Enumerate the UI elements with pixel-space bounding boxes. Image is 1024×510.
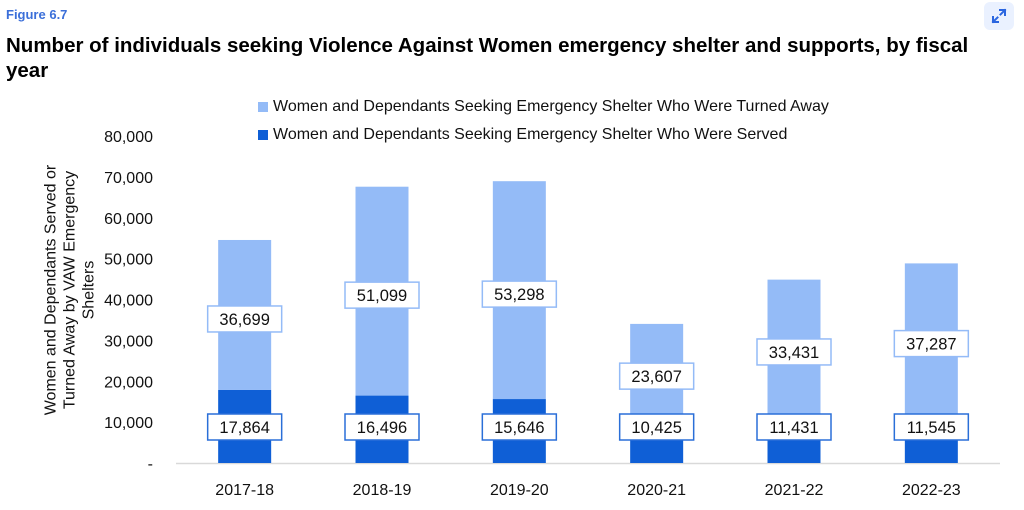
x-tick-label: 2018-19 [353,482,412,499]
data-label-box-served [893,413,970,441]
legend-swatch-turned-away [258,102,268,112]
data-label-box-turned-away [618,362,695,390]
data-label-served: 10,425 [631,419,681,437]
data-label-served: 11,545 [907,419,956,437]
data-label-turned-away: 53,298 [494,286,544,304]
data-label-turned-away: 51,099 [357,287,407,305]
data-label-box-served [618,413,695,441]
data-label-box-served [756,413,832,441]
bar-group-2019-20: 15,646 53,298 [481,181,558,463]
data-label-box-turned-away [893,329,970,358]
x-tick-label: 2020-21 [627,482,686,499]
y-tick-label: 50,000 [104,252,153,269]
y-tick-label: 30,000 [104,333,153,350]
legend-item-served[interactable]: Women and Dependants Seeking Emergency S… [258,121,829,149]
data-label-turned-away: 23,607 [631,368,681,386]
data-label-served: 17,864 [219,419,269,437]
x-tick-label: 2017-18 [215,482,274,499]
x-tick-label: 2019-20 [490,482,549,499]
legend-label-served: Women and Dependants Seeking Emergency S… [273,126,788,143]
data-label-box-turned-away [756,338,832,366]
data-label-turned-away: 33,431 [769,344,819,362]
legend-label-turned-away: Women and Dependants Seeking Emergency S… [273,98,829,115]
data-label-box-turned-away [206,305,283,333]
data-label-turned-away: 36,699 [219,311,269,329]
y-tick-label: 60,000 [104,211,153,228]
bar-group-2020-21: 10,425 23,607 [618,323,695,463]
y-tick-label: - [148,456,153,473]
data-label-served: 15,646 [494,419,544,437]
y-tick-label: 10,000 [104,415,153,432]
x-tick-label: 2021-22 [765,482,824,499]
y-tick-label: 70,000 [104,170,153,187]
figure-label: Figure 6.7 [6,7,68,22]
legend-item-turned-away[interactable]: Women and Dependants Seeking Emergency S… [258,93,829,121]
y-tick-label: 80,000 [104,129,153,146]
legend-swatch-served [258,130,268,140]
expand-button[interactable] [984,2,1014,30]
chart-title: Number of individuals seeking Violence A… [6,34,969,82]
expand-arrows-icon [991,8,1007,24]
bar-group-2021-22: 11,431 33,431 [756,279,832,463]
data-label-box-turned-away [344,281,420,309]
bar-group-2022-23: 11,545 37,287 [893,263,970,463]
y-tick-label: 20,000 [104,374,153,391]
bar-group-2018-19: 16,496 51,099 [344,186,420,463]
bar-group-2017-18: 17,864 36,699 [206,239,283,463]
data-label-served: 16,496 [357,419,407,437]
data-label-served: 11,431 [769,419,818,437]
x-tick-label: 2022-23 [902,482,961,499]
data-label-box-served [206,413,283,441]
data-label-box-turned-away [481,280,558,308]
chart-legend: Women and Dependants Seeking Emergency S… [258,93,829,149]
data-label-turned-away: 37,287 [906,336,956,354]
data-label-box-served [481,413,558,441]
y-tick-label: 40,000 [104,293,153,310]
data-label-box-served [344,413,420,441]
